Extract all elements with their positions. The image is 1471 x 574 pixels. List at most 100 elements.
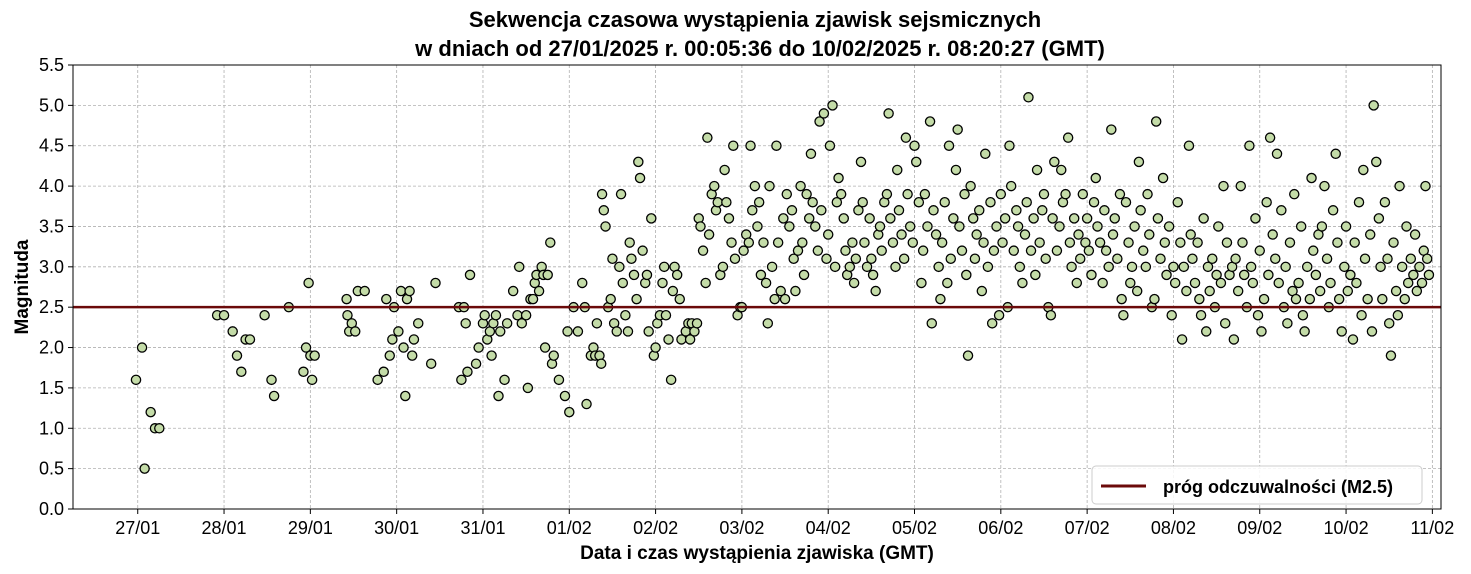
data-point (490, 310, 502, 321)
data-point (1123, 237, 1134, 248)
data-point (1129, 221, 1140, 232)
y-tick-label: 4.0 (39, 176, 64, 196)
data-point (1299, 326, 1310, 337)
data-point (1114, 188, 1126, 200)
data-point (607, 253, 618, 264)
data-point (1382, 253, 1393, 264)
data-point (948, 213, 959, 224)
data-point (298, 366, 309, 378)
data-point (1270, 253, 1281, 264)
data-point (1149, 293, 1160, 305)
data-point (753, 196, 765, 208)
data-point (1137, 245, 1149, 256)
data-point (1399, 293, 1411, 305)
data-point (945, 253, 957, 264)
data-point (1159, 237, 1171, 248)
data-point (821, 253, 832, 264)
data-point (572, 326, 584, 337)
data-point (663, 334, 674, 345)
data-point (717, 261, 729, 273)
data-point (1263, 269, 1274, 281)
data-point (667, 285, 679, 297)
data-point (628, 269, 640, 281)
data-point (993, 310, 1005, 321)
data-point (1411, 285, 1423, 297)
data-point (755, 269, 767, 281)
data-point (1211, 269, 1222, 281)
data-point (633, 156, 644, 168)
data-point (1175, 237, 1186, 248)
data-point (1271, 148, 1283, 160)
data-point (883, 108, 894, 119)
data-point (1092, 221, 1103, 232)
data-point (1247, 277, 1259, 289)
data-point (1325, 277, 1336, 289)
data-point (559, 390, 571, 402)
data-point (1351, 277, 1362, 289)
data-point (939, 196, 950, 208)
data-point (1282, 318, 1293, 329)
y-axis-ticks: 0.0 0.5 1.0 1.5 2.0 2.5 3.0 3.5 4.0 4.5 5.0 5.5 (39, 55, 73, 519)
data-point (1221, 237, 1233, 248)
data-point (805, 148, 817, 160)
data-point (822, 229, 834, 240)
x-tick-label: 11/02 (1411, 518, 1455, 538)
data-point (928, 205, 939, 216)
data-point (600, 221, 611, 232)
data-point (1004, 140, 1015, 151)
data-point (1379, 196, 1391, 208)
data-point (769, 293, 780, 305)
data-point (1040, 253, 1051, 264)
data-point (494, 326, 506, 337)
data-point (615, 188, 627, 200)
data-point (626, 253, 637, 264)
data-point (991, 221, 1002, 232)
data-point (1025, 245, 1037, 256)
data-point (924, 116, 936, 127)
chart-title-line2: w dniach od 27/01/2025 r. 00:05:36 do 10… (414, 36, 1105, 61)
data-point (545, 237, 556, 248)
data-point (771, 140, 782, 151)
data-point (859, 237, 870, 248)
data-point (1019, 229, 1031, 240)
data-point (967, 213, 979, 224)
data-point (864, 213, 875, 224)
data-point (867, 269, 879, 281)
data-point (1198, 213, 1209, 224)
data-point (988, 245, 1000, 256)
data-point (775, 285, 786, 297)
x-tick-label: 10/02 (1324, 518, 1369, 538)
data-point (881, 188, 893, 200)
data-point (1232, 285, 1244, 297)
data-point (1353, 196, 1365, 208)
data-point (300, 342, 312, 353)
data-point (231, 350, 243, 361)
data-point (1218, 180, 1229, 192)
data-point (408, 334, 420, 345)
data-point (259, 310, 270, 321)
data-point (1267, 229, 1278, 240)
data-point (778, 213, 789, 224)
data-point (916, 277, 927, 289)
data-point (772, 237, 784, 248)
data-point (723, 213, 735, 224)
data-point (393, 326, 404, 337)
data-point (139, 463, 150, 474)
data-point (1106, 124, 1117, 135)
data-point (1023, 92, 1034, 103)
data-point (1097, 277, 1108, 289)
data-point (1064, 237, 1076, 248)
y-tick-label: 1.5 (39, 378, 64, 398)
data-point (1008, 245, 1020, 256)
data-point (721, 196, 732, 208)
data-point (1074, 253, 1086, 264)
data-point (1390, 285, 1402, 297)
data-point (236, 366, 247, 378)
data-point (1423, 269, 1435, 281)
data-point (797, 237, 808, 248)
data-point (1273, 277, 1284, 289)
data-point (729, 253, 741, 264)
data-point (1094, 237, 1106, 248)
data-point (684, 334, 696, 345)
data-point (1405, 253, 1417, 264)
